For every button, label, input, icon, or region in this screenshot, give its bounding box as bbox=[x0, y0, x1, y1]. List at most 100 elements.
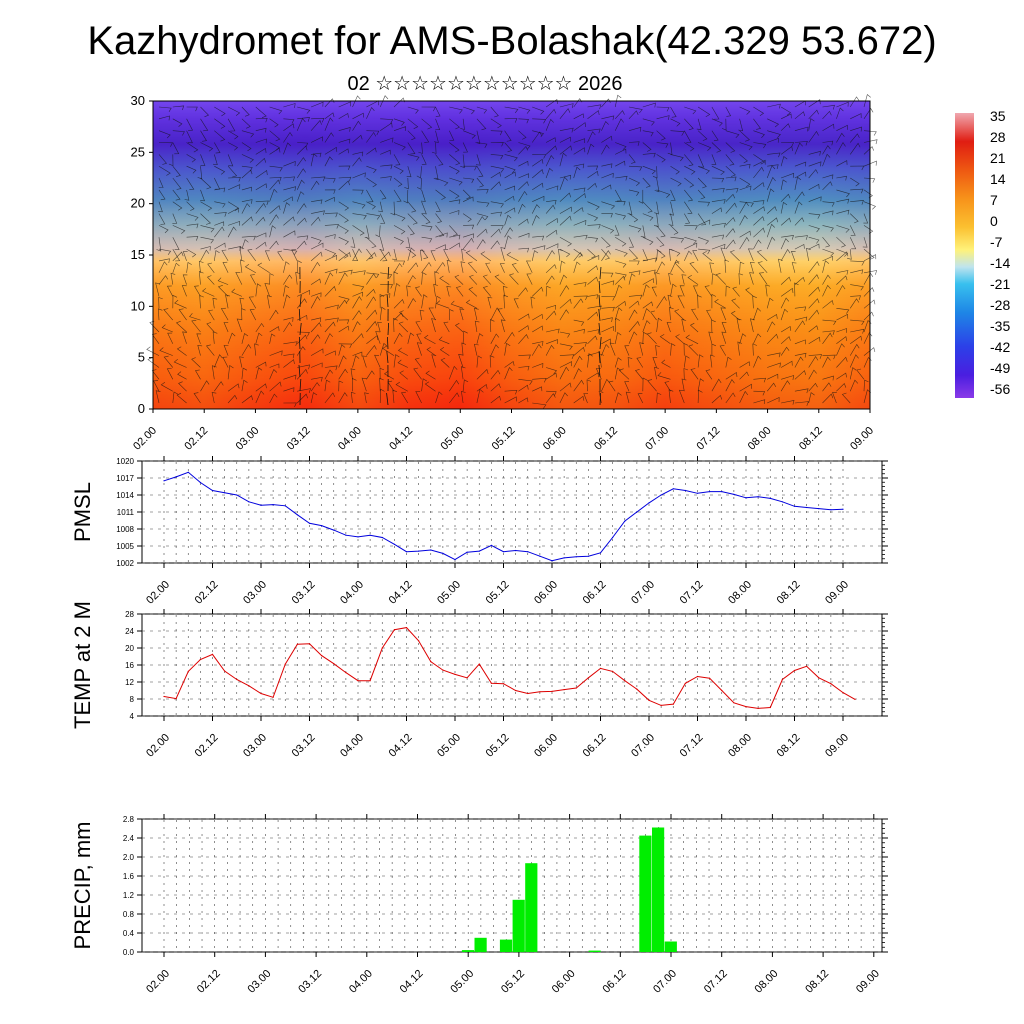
wind-barb bbox=[158, 115, 170, 121]
x-tick-label: 07.00 bbox=[643, 425, 671, 453]
wind-barb bbox=[849, 379, 859, 392]
wind-barb bbox=[856, 368, 865, 380]
wind-barb bbox=[765, 284, 770, 297]
wind-barb bbox=[808, 99, 821, 108]
wind-barb bbox=[241, 142, 252, 152]
wind-barb bbox=[822, 174, 834, 180]
wind-barb bbox=[324, 212, 338, 218]
wind-barb bbox=[403, 189, 409, 204]
wind-barb bbox=[767, 152, 781, 158]
wind-barb bbox=[698, 201, 710, 207]
y-axis-label: PMSL bbox=[70, 482, 95, 542]
wind-barb bbox=[587, 372, 599, 380]
wind-barb bbox=[670, 130, 685, 136]
wind-barb bbox=[767, 373, 779, 380]
wind-barb bbox=[156, 237, 162, 252]
wind-barb bbox=[532, 118, 547, 124]
wind-barb bbox=[241, 308, 246, 321]
wind-barb bbox=[147, 357, 160, 368]
wind-barb bbox=[338, 269, 353, 275]
wind-barb bbox=[642, 269, 656, 275]
wind-barb bbox=[711, 234, 724, 240]
wind-barb bbox=[399, 310, 409, 321]
wind-barb bbox=[651, 286, 657, 297]
wind-barb bbox=[615, 213, 626, 220]
wind-barb bbox=[379, 248, 388, 262]
wind-barb bbox=[531, 204, 540, 214]
wind-barb bbox=[836, 308, 850, 314]
data-point bbox=[612, 536, 614, 539]
wind-barb bbox=[850, 328, 865, 334]
wind-barb bbox=[490, 181, 501, 191]
wind-barb bbox=[311, 176, 326, 182]
wind-barb bbox=[433, 283, 438, 297]
wind-barb bbox=[421, 201, 427, 215]
wind-barb bbox=[725, 193, 736, 202]
wind-barb bbox=[176, 346, 187, 356]
precip-bar bbox=[474, 937, 487, 953]
wind-barb bbox=[186, 262, 192, 273]
wind-barb bbox=[255, 322, 265, 333]
wind-barb bbox=[416, 166, 422, 179]
wind-barb bbox=[822, 140, 834, 146]
wind-barb bbox=[642, 320, 651, 333]
wind-barb bbox=[421, 130, 430, 143]
wind-barb bbox=[599, 353, 605, 368]
wind-barb bbox=[559, 174, 572, 180]
wind-barb bbox=[379, 377, 384, 392]
wind-barb bbox=[656, 261, 666, 273]
wind-barb bbox=[214, 212, 227, 217]
wind-barb bbox=[587, 104, 602, 110]
wind-barb bbox=[559, 366, 570, 380]
wind-barb bbox=[601, 213, 613, 218]
wind-barb bbox=[393, 317, 398, 333]
wind-barb bbox=[236, 318, 243, 333]
wind-barb bbox=[711, 319, 716, 333]
wind-barb bbox=[172, 189, 181, 201]
wind-barb bbox=[725, 176, 737, 182]
wind-barb bbox=[545, 250, 555, 262]
wind-barb bbox=[599, 336, 602, 350]
wind-barb bbox=[697, 219, 711, 226]
wind-barb bbox=[191, 319, 201, 333]
wind-barb bbox=[615, 148, 627, 155]
wind-barb bbox=[241, 130, 255, 138]
wind-barb bbox=[407, 142, 416, 155]
wind-barb bbox=[518, 142, 531, 150]
wind-barb bbox=[614, 392, 622, 404]
wind-barb bbox=[615, 260, 627, 268]
wind-barb bbox=[267, 295, 272, 309]
wind-barb bbox=[186, 118, 193, 131]
wind-barb bbox=[681, 378, 687, 392]
wind-barb bbox=[794, 282, 799, 297]
data-point bbox=[284, 505, 286, 507]
wind-barb bbox=[395, 381, 408, 392]
wind-barb bbox=[324, 369, 334, 380]
wind-barb bbox=[753, 159, 766, 167]
precip-panel: 0.00.40.81.21.62.02.42.802.00 02.12 03.00 0… bbox=[70, 814, 888, 996]
wind-barb bbox=[172, 248, 181, 262]
wind-barb bbox=[513, 298, 519, 309]
wind-barb bbox=[808, 169, 819, 179]
wind-barb bbox=[598, 364, 601, 378]
wind-barb bbox=[324, 317, 339, 323]
wind-barb bbox=[628, 165, 643, 171]
wind-barb bbox=[352, 355, 360, 368]
wind-barb bbox=[490, 165, 505, 173]
wind-barb bbox=[462, 213, 472, 222]
wind-barb bbox=[269, 240, 279, 250]
wind-barb bbox=[863, 213, 869, 224]
wind-barb bbox=[794, 316, 808, 322]
wind-barb bbox=[668, 389, 674, 404]
wind-barb bbox=[462, 142, 468, 153]
wind-barb bbox=[269, 326, 280, 333]
data-point bbox=[211, 489, 214, 492]
wind-barb bbox=[158, 213, 166, 225]
wind-barb bbox=[652, 357, 658, 368]
wind-barb bbox=[173, 358, 187, 368]
data-point bbox=[830, 683, 832, 685]
wind-barb bbox=[283, 196, 294, 202]
wind-barb bbox=[421, 248, 429, 259]
data-point bbox=[248, 501, 250, 503]
wind-barb bbox=[186, 142, 199, 153]
